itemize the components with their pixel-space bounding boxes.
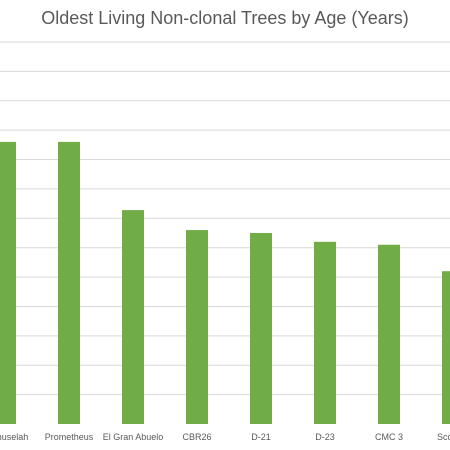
x-tick-label: Methuselah — [0, 432, 28, 442]
x-tick-label: CBR26 — [182, 432, 211, 442]
x-tick-label: CMC 3 — [375, 432, 403, 442]
x-tick-label: Prometheus — [45, 432, 94, 442]
bar-prometheus — [58, 141, 80, 424]
chart-title: Oldest Living Non-clonal Trees by Age (Y… — [41, 8, 409, 28]
bar-methuselah — [0, 141, 16, 424]
bar-cmc-3 — [378, 244, 400, 424]
bar-d-23 — [314, 241, 336, 424]
bar-d-21 — [250, 233, 272, 424]
x-tick-label: Scofield — [437, 432, 450, 442]
x-tick-label: El Gran Abuelo — [103, 432, 164, 442]
x-tick-label: D-21 — [251, 432, 271, 442]
bar-scofield — [442, 271, 450, 424]
bar-cbr26 — [186, 230, 208, 424]
x-tick-label: D-23 — [315, 432, 335, 442]
bar-el-gran-abuelo — [122, 210, 144, 424]
